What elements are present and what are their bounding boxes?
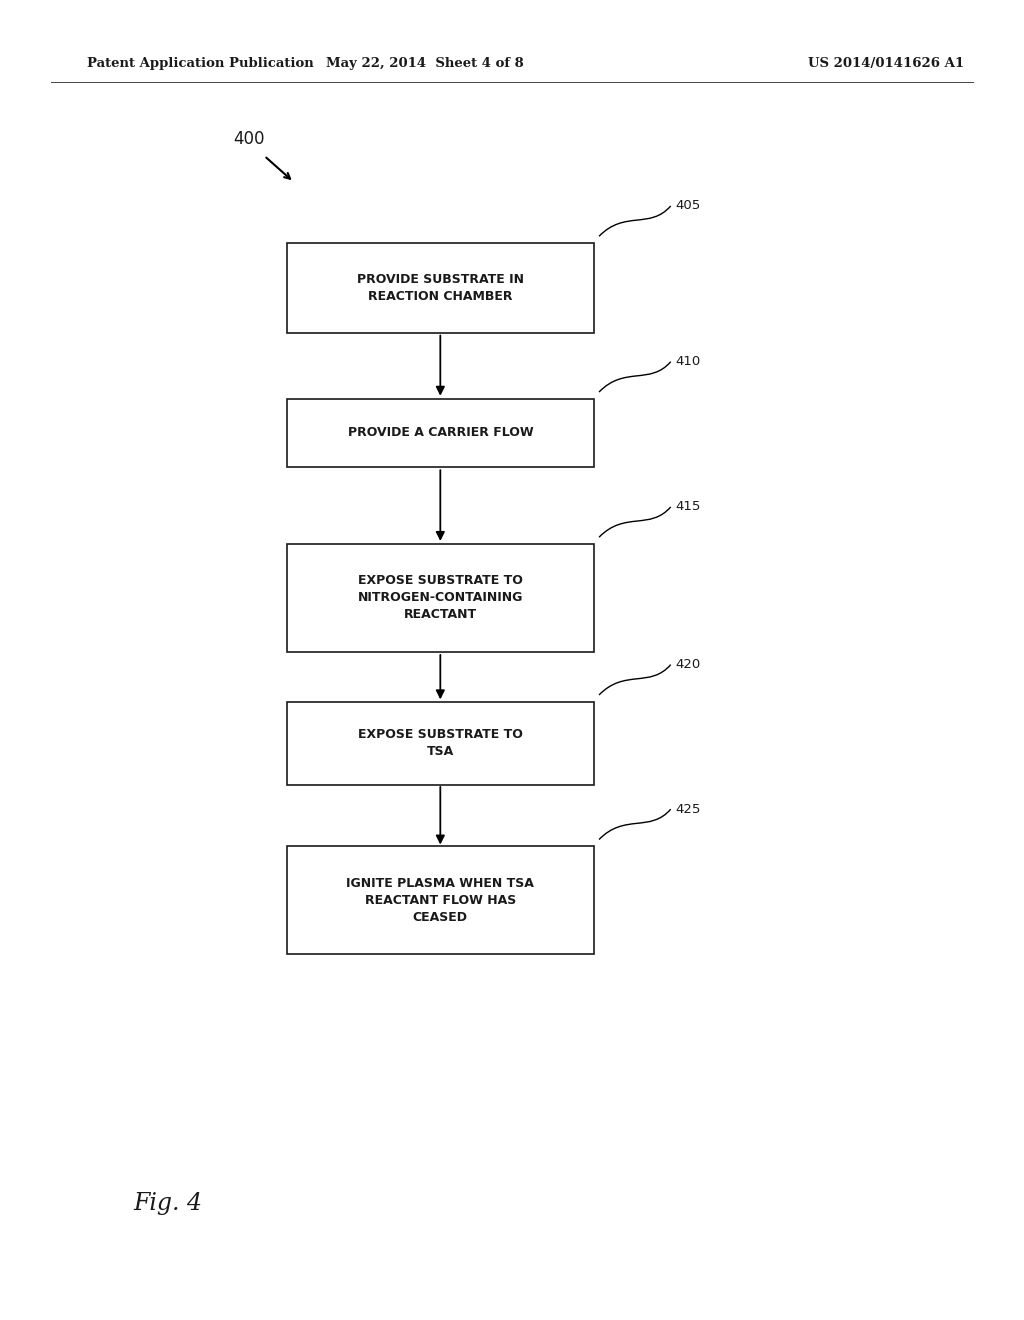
Bar: [287, 243, 594, 333]
Text: IGNITE PLASMA WHEN TSA
REACTANT FLOW HAS
CEASED: IGNITE PLASMA WHEN TSA REACTANT FLOW HAS…: [346, 876, 535, 924]
Text: 415: 415: [676, 500, 701, 513]
Text: 420: 420: [676, 659, 701, 671]
Bar: [287, 846, 594, 954]
Text: EXPOSE SUBSTRATE TO
NITROGEN-CONTAINING
REACTANT: EXPOSE SUBSTRATE TO NITROGEN-CONTAINING …: [357, 574, 523, 622]
Text: 425: 425: [676, 803, 701, 816]
Text: EXPOSE SUBSTRATE TO
TSA: EXPOSE SUBSTRATE TO TSA: [357, 729, 523, 758]
Text: Patent Application Publication: Patent Application Publication: [87, 57, 313, 70]
Text: 405: 405: [676, 199, 701, 213]
Text: 400: 400: [233, 129, 265, 148]
Bar: [287, 702, 594, 784]
Bar: [287, 544, 594, 652]
Bar: [287, 399, 594, 467]
Text: PROVIDE SUBSTRATE IN
REACTION CHAMBER: PROVIDE SUBSTRATE IN REACTION CHAMBER: [356, 273, 524, 302]
Text: May 22, 2014  Sheet 4 of 8: May 22, 2014 Sheet 4 of 8: [326, 57, 524, 70]
Text: PROVIDE A CARRIER FLOW: PROVIDE A CARRIER FLOW: [347, 426, 534, 440]
Text: US 2014/0141626 A1: US 2014/0141626 A1: [808, 57, 964, 70]
Text: 410: 410: [676, 355, 701, 368]
Text: Fig. 4: Fig. 4: [133, 1192, 202, 1216]
